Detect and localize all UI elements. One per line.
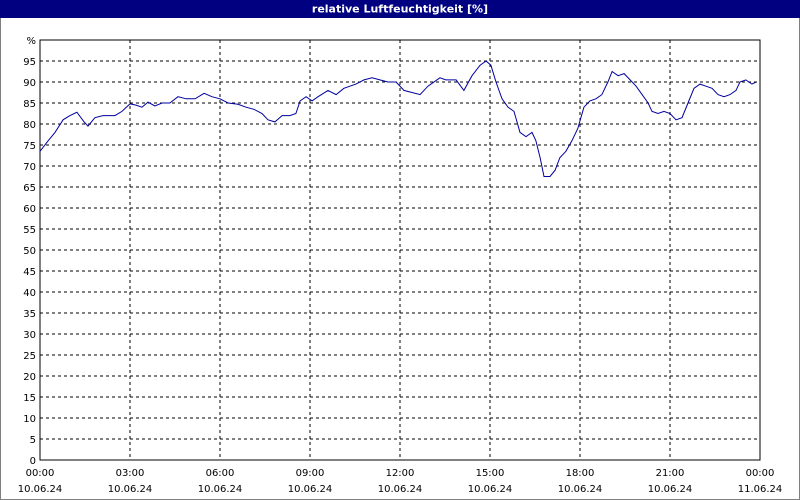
- title-bar: [0, 0, 800, 18]
- y-tick-label: 35: [23, 309, 36, 320]
- y-tick-label: 5: [30, 435, 36, 446]
- y-tick-label: 0: [30, 456, 36, 467]
- y-tick-label: 45: [23, 267, 36, 278]
- x-tick-label: 12:00: [386, 468, 415, 479]
- y-tick-label: 15: [23, 393, 36, 404]
- y-tick-label: 70: [23, 162, 36, 173]
- y-tick-label: 90: [23, 78, 36, 89]
- x-tick-date: 10.06.24: [468, 484, 513, 495]
- x-tick-label: 18:00: [566, 468, 595, 479]
- x-tick-date: 10.06.24: [108, 484, 153, 495]
- x-tick-date: 10.06.24: [648, 484, 693, 495]
- y-tick-label: %: [26, 36, 36, 47]
- x-tick-label: 09:00: [296, 468, 325, 479]
- x-tick-date: 10.06.24: [378, 484, 423, 495]
- x-tick-label: 00:00: [746, 468, 775, 479]
- y-tick-label: 50: [23, 246, 36, 257]
- plot-border: [39, 39, 761, 461]
- x-tick-label: 21:00: [656, 468, 685, 479]
- y-tick-label: 20: [23, 372, 36, 383]
- x-tick-label: 03:00: [116, 468, 145, 479]
- y-tick-label: 75: [23, 141, 36, 152]
- x-tick-label: 00:00: [26, 468, 55, 479]
- chart-title: relative Luftfeuchtigkeit [%]: [312, 3, 488, 16]
- y-tick-label: 30: [23, 330, 36, 341]
- line-series: [39, 60, 757, 177]
- x-tick-date: 10.06.24: [18, 484, 63, 495]
- y-tick-label: 95: [23, 57, 36, 68]
- x-tick-date: 11.06.24: [738, 484, 783, 495]
- y-tick-label: 25: [23, 351, 36, 362]
- y-tick-label: 80: [23, 120, 36, 131]
- y-tick-label: 85: [23, 99, 36, 110]
- x-tick-date: 10.06.24: [558, 484, 603, 495]
- y-tick-label: 10: [23, 414, 36, 425]
- y-tick-label: 40: [23, 288, 36, 299]
- y-tick-label: 60: [23, 204, 36, 215]
- x-tick-date: 10.06.24: [288, 484, 333, 495]
- x-tick-label: 06:00: [206, 468, 235, 479]
- y-tick-label: 55: [23, 225, 36, 236]
- y-tick-label: 65: [23, 183, 36, 194]
- x-tick-label: 15:00: [476, 468, 505, 479]
- x-tick-date: 10.06.24: [198, 484, 243, 495]
